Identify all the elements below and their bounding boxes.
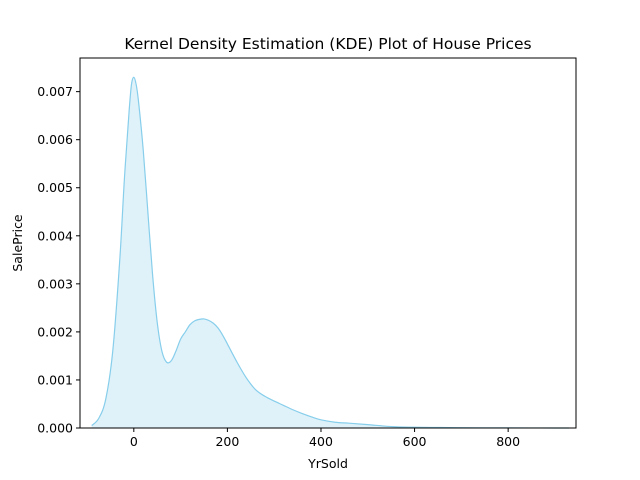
chart-title: Kernel Density Estimation (KDE) Plot of … [124,35,531,53]
x-axis: 0 200 400 600 800 [130,428,520,449]
x-axis-label: YrSold [307,456,348,471]
kde-area-fill [91,77,569,428]
y-tick-label: 0.000 [37,421,73,436]
x-tick-label: 400 [309,434,333,449]
y-tick-label: 0.006 [37,132,73,147]
kde-curve-line [91,76,569,429]
y-tick-label: 0.001 [37,372,73,387]
y-tick-label: 0.007 [37,84,73,99]
y-tick-label: 0.005 [37,180,73,195]
x-tick-label: 200 [215,434,239,449]
plot-frame [79,57,577,429]
y-tick-label: 0.003 [37,276,73,291]
y-axis-label: SalePrice [10,214,25,272]
y-tick-label: 0.004 [37,228,73,243]
x-tick-label: 800 [496,434,520,449]
x-tick-label: 600 [403,434,427,449]
y-axis: 0.000 0.001 0.002 0.003 0.004 0.005 0.006 0.007 [37,84,80,436]
plot-area [91,76,569,429]
y-tick-label: 0.002 [37,324,73,339]
x-tick-label: 0 [130,434,138,449]
